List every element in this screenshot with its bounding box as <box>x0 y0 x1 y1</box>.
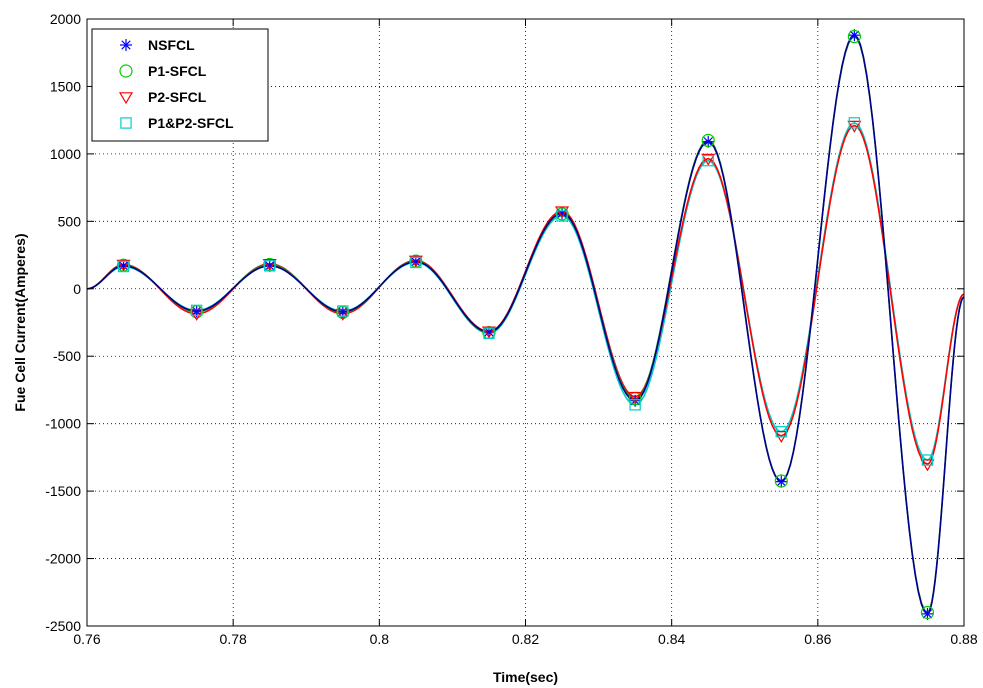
marker-nsfcl <box>775 475 788 488</box>
marker-p2-sfcl <box>554 206 570 219</box>
marker-p1-p2-sfcl <box>921 454 934 466</box>
marker-p1-p2-sfcl <box>556 210 568 222</box>
marker-p1-p2-sfcl <box>190 304 203 317</box>
x-tick-label: 0.76 <box>73 631 100 647</box>
marker-nsfcl <box>921 607 934 620</box>
y-tick-label: -2000 <box>45 551 81 567</box>
x-tick-label: 0.84 <box>658 631 685 647</box>
y-tick-label: -500 <box>53 348 81 364</box>
legend-p1-p2-sfcl-label: P1&P2-SFCL <box>148 115 234 131</box>
y-tick-label: 1000 <box>50 146 81 162</box>
series-markers <box>116 29 935 620</box>
marker-nsfcl-stroke <box>849 30 860 40</box>
marker-nsfcl-stroke <box>776 477 786 487</box>
x-tick-label: 0.78 <box>220 631 247 647</box>
legend: NSFCL P1-SFCL P2-SFCL P1&P2-SFCL <box>91 28 269 142</box>
legend-p1-sfcl-marker <box>119 64 133 78</box>
axis-ticks: 0.76 0.78 0.8 0.82 0.84 0.86 0.88 2000 1500 1000 5… <box>45 11 978 647</box>
marker-p2-sfcl <box>335 308 350 321</box>
legend-p2-sfcl-marker <box>118 92 134 105</box>
marker-p1-p2-sfcl <box>117 260 130 273</box>
y-tick-label: -2500 <box>45 618 81 634</box>
x-tick-label: 0.8 <box>370 631 390 647</box>
legend-p2-sfcl-label: P2-SFCL <box>148 89 207 105</box>
marker-p2-sfcl <box>701 153 716 166</box>
legend-nsfcl-marker-stroke <box>121 40 131 50</box>
series-line-nsfcl <box>86 34 965 615</box>
marker-p2-sfcl <box>189 308 204 321</box>
marker-p1-sfcl <box>555 207 569 221</box>
marker-p2-sfcl <box>847 120 862 133</box>
y-tick-label: 2000 <box>50 11 81 27</box>
y-tick-label: -1000 <box>45 416 81 432</box>
x-axis-label: Time(sec) <box>493 669 558 685</box>
marker-p1-p2-sfcl <box>629 399 641 411</box>
marker-p1-p2-sfcl <box>775 426 787 438</box>
marker-nsfcl-stroke <box>411 257 421 267</box>
marker-p1-p2-sfcl <box>702 154 714 167</box>
marker-p2-sfcl <box>262 259 277 272</box>
marker-p2-sfcl <box>408 255 423 268</box>
legend-nsfcl-marker <box>120 39 132 51</box>
marker-p1-sfcl <box>701 133 715 147</box>
x-tick-label: 0.82 <box>512 631 539 647</box>
marker-p1-p2-sfcl <box>410 256 422 269</box>
marker-p1-sfcl <box>847 29 861 44</box>
marker-p2-sfcl <box>481 326 497 339</box>
x-tick-label: 0.86 <box>804 631 831 647</box>
legend-p1-sfcl-label: P1-SFCL <box>148 63 207 79</box>
marker-nsfcl <box>702 135 715 148</box>
marker-p1-sfcl <box>774 474 788 488</box>
marker-p1-sfcl <box>920 605 935 620</box>
y-tick-label: 0 <box>73 281 81 297</box>
marker-p2-sfcl <box>116 259 131 272</box>
marker-p1-p2-sfcl <box>264 260 276 272</box>
marker-nsfcl-stroke <box>484 327 494 337</box>
marker-nsfcl-stroke <box>118 261 129 271</box>
marker-nsfcl <box>848 29 861 42</box>
marker-p2-sfcl <box>628 391 643 404</box>
y-tick-label: 1500 <box>50 78 81 94</box>
y-tick-label: -1500 <box>45 483 81 499</box>
series-lines <box>86 34 965 615</box>
y-axis-label: Fue Cell Current(Amperes) <box>12 233 28 411</box>
legend-p1-p2-sfcl-marker <box>120 117 132 129</box>
marker-nsfcl-stroke <box>922 609 933 619</box>
marker-nsfcl-stroke <box>265 261 275 271</box>
marker-p1-p2-sfcl <box>337 305 349 317</box>
marker-p1-p2-sfcl <box>483 327 495 339</box>
legend-nsfcl-label: NSFCL <box>148 37 195 53</box>
x-tick-label: 0.88 <box>950 631 977 647</box>
marker-p1-p2-sfcl <box>848 117 861 129</box>
y-tick-label: 500 <box>58 213 82 229</box>
marker-nsfcl-stroke <box>703 137 713 147</box>
